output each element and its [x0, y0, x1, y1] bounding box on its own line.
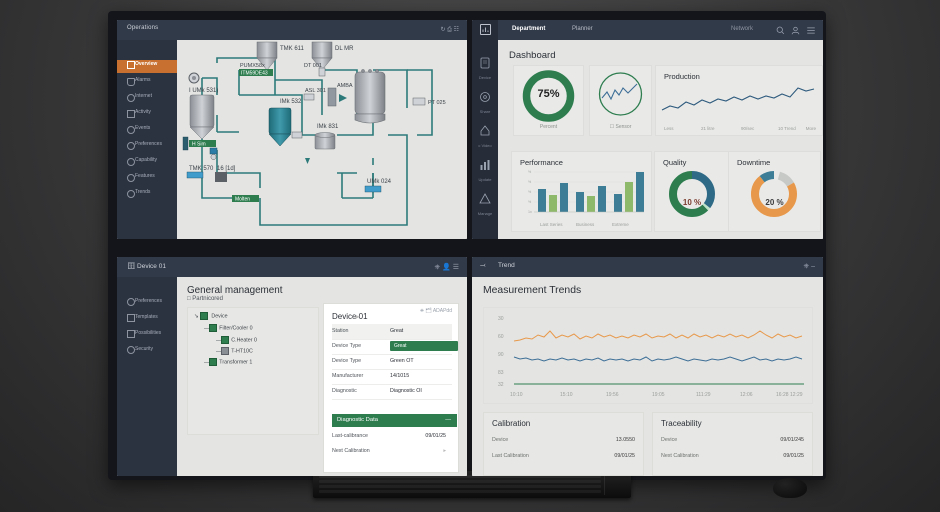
- svg-text:111:29: 111:29: [696, 392, 711, 398]
- svg-text:ITM59DE43: ITM59DE43: [241, 71, 268, 77]
- svg-text:IMk 532: IMk 532: [280, 99, 302, 105]
- svg-text:60: 60: [498, 334, 504, 340]
- svg-text:90: 90: [498, 352, 504, 358]
- svg-text:16:28: 16:28: [776, 392, 789, 398]
- svg-text:DL MR: DL MR: [335, 46, 354, 52]
- svg-text:12:06: 12:06: [740, 392, 753, 398]
- svg-text:12:29: 12:29: [790, 392, 803, 398]
- svg-text:UMk 024: UMk 024: [367, 179, 392, 185]
- svg-text:16 [1d]: 16 [1d]: [217, 166, 236, 172]
- svg-text:83: 83: [498, 370, 504, 376]
- svg-text:AMBA: AMBA: [337, 83, 353, 89]
- svg-text:ASL 301: ASL 301: [305, 88, 326, 94]
- svg-text:%: %: [528, 170, 532, 174]
- svg-text:%: %: [528, 200, 532, 204]
- svg-text:19:56: 19:56: [606, 392, 619, 398]
- svg-text:Molten: Molten: [235, 197, 250, 203]
- svg-text:%: %: [528, 180, 532, 184]
- svg-text:I UMk 531): I UMk 531): [189, 88, 218, 94]
- svg-text:H Sim: H Sim: [192, 142, 206, 148]
- svg-text:15:10: 15:10: [560, 392, 573, 398]
- svg-text:10:10: 10:10: [510, 392, 523, 398]
- svg-text:IMk 831: IMk 831: [317, 124, 339, 130]
- svg-text:30: 30: [498, 316, 504, 322]
- svg-text:PUMX58x: PUMX58x: [240, 63, 265, 69]
- svg-text:1x: 1x: [528, 210, 532, 214]
- svg-text:PT 025: PT 025: [428, 100, 446, 106]
- svg-text:TMK 570: TMK 570: [189, 166, 214, 172]
- svg-text:%: %: [528, 190, 532, 194]
- svg-text:32: 32: [498, 382, 504, 388]
- svg-text:TMK 611: TMK 611: [280, 46, 305, 52]
- svg-text:19:05: 19:05: [652, 392, 665, 398]
